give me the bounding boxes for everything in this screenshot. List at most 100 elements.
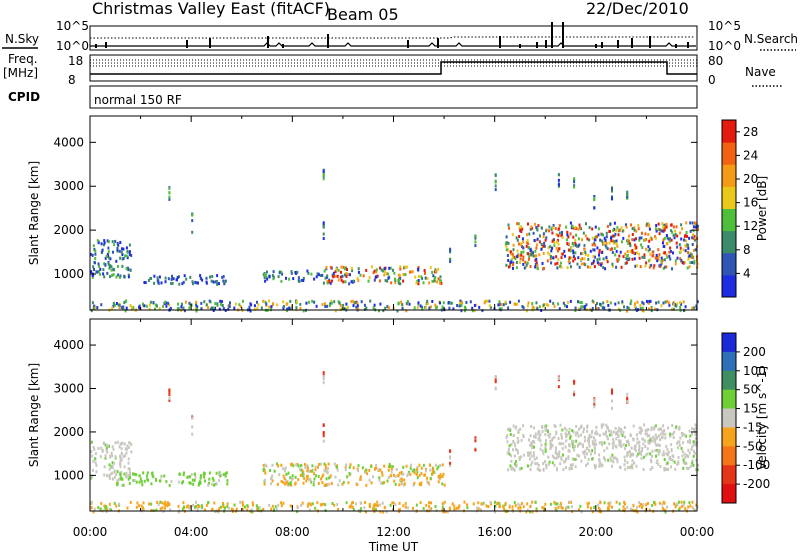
data-cell	[416, 467, 418, 471]
data-cell	[304, 466, 307, 469]
data-cell	[99, 267, 102, 271]
data-cell	[608, 442, 611, 446]
data-cell	[193, 478, 196, 482]
data-cell	[557, 249, 559, 253]
data-cell	[549, 257, 552, 261]
data-cell	[398, 501, 401, 505]
data-cell	[167, 277, 170, 281]
data-cell	[497, 303, 500, 307]
data-cell	[323, 302, 326, 306]
data-cell	[654, 236, 657, 240]
data-cell	[110, 265, 113, 269]
data-cell	[657, 222, 660, 226]
data-cell	[127, 275, 130, 279]
data-cell	[568, 500, 571, 504]
data-cell	[583, 452, 586, 456]
data-cell	[223, 280, 226, 284]
data-cell	[535, 456, 538, 460]
data-cell	[672, 225, 675, 229]
data-cell	[689, 252, 692, 256]
data-cell	[428, 482, 431, 486]
data-cell	[669, 249, 672, 253]
data-cell	[592, 261, 595, 265]
data-cell	[684, 233, 687, 237]
data-cell	[97, 241, 100, 245]
data-cell	[368, 478, 371, 482]
data-cell	[554, 507, 557, 510]
data-cell	[91, 454, 94, 458]
data-cell	[662, 241, 664, 245]
data-cell	[644, 238, 647, 242]
data-cell	[92, 306, 95, 310]
data-cell	[183, 505, 185, 509]
data-cell	[536, 228, 539, 232]
data-cell	[191, 425, 194, 429]
data-cell	[272, 275, 275, 279]
data-cell	[631, 257, 634, 261]
data-cell	[656, 448, 659, 452]
data-cell	[199, 277, 202, 281]
data-cell	[494, 188, 497, 192]
data-cell	[98, 264, 101, 268]
velocity-colorbar-label: Velocity [m s^-1]	[755, 366, 769, 470]
data-cell	[299, 473, 302, 477]
data-cell	[511, 508, 514, 512]
data-cell	[596, 258, 599, 262]
data-cell	[383, 270, 386, 273]
freq-tick-high: 18	[68, 54, 83, 68]
data-cell	[522, 306, 525, 310]
data-cell	[128, 243, 131, 247]
data-cell	[177, 510, 180, 514]
data-cell	[496, 501, 499, 505]
data-cell	[614, 302, 617, 306]
data-cell	[435, 306, 437, 310]
data-cell	[587, 265, 589, 269]
data-cell	[672, 251, 674, 255]
data-cell	[329, 475, 332, 479]
data-cell	[424, 469, 427, 473]
data-cell	[588, 433, 591, 437]
velocity-colorbar-tick-label: -100	[743, 458, 770, 472]
data-cell	[553, 238, 555, 242]
data-cell	[687, 448, 690, 452]
data-cell	[580, 305, 583, 309]
data-cell	[564, 457, 567, 461]
data-cell	[194, 280, 197, 284]
data-cell	[615, 242, 618, 246]
data-cell	[296, 462, 299, 466]
data-cell	[195, 281, 198, 285]
data-cell	[542, 244, 545, 248]
data-cell	[323, 462, 326, 466]
data-cell	[600, 464, 603, 468]
data-cell	[185, 277, 188, 281]
data-cell	[513, 454, 516, 458]
data-cell	[597, 506, 600, 510]
data-cell	[331, 279, 333, 283]
data-cell	[670, 465, 672, 469]
data-cell	[614, 456, 617, 460]
data-cell	[572, 259, 575, 263]
data-cell	[151, 474, 154, 478]
data-cell	[663, 466, 666, 470]
data-cell	[662, 238, 665, 242]
data-cell	[676, 502, 679, 506]
data-cell	[597, 503, 600, 507]
data-cell	[327, 466, 330, 470]
data-cell	[376, 504, 379, 508]
data-cell	[564, 445, 567, 449]
data-cell	[104, 456, 107, 460]
data-cell	[307, 300, 310, 304]
data-cell	[579, 258, 582, 261]
power-colorbar-cell	[722, 142, 736, 165]
data-cell	[244, 505, 246, 509]
data-cell	[486, 299, 488, 303]
data-cell	[176, 276, 179, 279]
data-cell	[508, 452, 511, 456]
data-cell	[360, 300, 363, 304]
data-cell	[264, 300, 267, 304]
data-cell	[517, 299, 520, 303]
data-cell	[431, 472, 434, 476]
data-cell	[531, 302, 534, 306]
data-cell	[103, 473, 106, 477]
data-cell	[535, 507, 538, 511]
